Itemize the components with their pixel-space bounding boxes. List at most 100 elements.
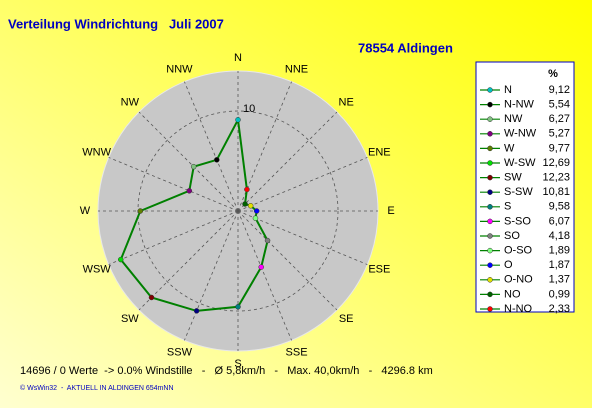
axis-label: SSE [286, 346, 308, 358]
axis-label: ESE [368, 263, 390, 275]
legend-label: W [504, 142, 515, 154]
spoke [237, 210, 368, 265]
legend-marker [487, 233, 493, 239]
spoke [108, 210, 239, 265]
data-point [193, 308, 200, 314]
data-point [258, 264, 264, 270]
data-point [244, 186, 250, 193]
legend-label: N-NO [504, 303, 533, 315]
legend-value: 5,27 [549, 128, 570, 140]
credit: © WsWin32 - AKTUELL IN ALDINGEN 654mNN [20, 384, 174, 392]
data-point [247, 203, 254, 209]
legend-title: % [548, 68, 558, 80]
legend-marker [487, 277, 493, 283]
legend-marker [487, 262, 493, 268]
legend-marker [487, 131, 493, 137]
legend-value: 9,58 [549, 201, 570, 213]
legend-marker [487, 291, 493, 298]
legend-label: N-NW [504, 99, 535, 111]
axis-label: E [387, 205, 394, 217]
spoke [184, 210, 239, 341]
legend-value: 4,18 [549, 230, 570, 242]
legend-marker [487, 204, 493, 210]
spoke [237, 157, 368, 212]
data-point [214, 157, 220, 163]
axis-label: NNE [285, 64, 308, 76]
data-point [186, 188, 193, 194]
legend-marker [487, 174, 493, 181]
axis-label: NE [339, 97, 354, 109]
legend-value: 5,54 [549, 99, 570, 111]
legend-marker [487, 160, 493, 166]
legend-marker [487, 145, 493, 152]
legend-value: 1,89 [549, 245, 570, 257]
data-point [235, 304, 241, 310]
legend-marker [487, 116, 493, 122]
legend-label: SW [504, 172, 522, 184]
legend-marker [487, 306, 493, 312]
spoke [138, 210, 239, 311]
legend-value: 9,12 [549, 84, 570, 96]
legend-value: 12,69 [542, 157, 570, 169]
axis-label: ENE [368, 146, 391, 158]
axis-label: W [80, 205, 91, 217]
legend-value: 12,23 [542, 172, 570, 184]
r-tick-label: 10 [243, 103, 255, 115]
axis-label: NW [121, 97, 140, 109]
spoke [184, 81, 239, 212]
axis-label: N [234, 52, 242, 64]
legend-label: S-SO [504, 215, 531, 227]
data-point [252, 215, 259, 221]
data-point [190, 163, 197, 170]
data-point [264, 237, 271, 244]
spoke [237, 210, 338, 311]
legend-label: O-SO [504, 245, 533, 257]
axis-label: SSW [167, 346, 193, 358]
data-point [235, 117, 241, 123]
axis-label: WNW [82, 146, 111, 158]
legend-label: S-SW [504, 186, 533, 198]
legend-marker [487, 87, 493, 93]
legend-label: S [504, 201, 511, 213]
data-point [137, 208, 144, 214]
legend-value: 2,33 [549, 303, 570, 315]
legend-value: 1,37 [549, 274, 570, 286]
axis-label: WSW [83, 263, 112, 275]
legend-value: 9,77 [549, 142, 570, 154]
spoke [237, 111, 338, 212]
legend-label: NW [504, 113, 523, 125]
data-point [242, 201, 248, 207]
legend-marker [487, 189, 493, 195]
legend-value: 0,99 [549, 288, 570, 300]
axis-label: SW [121, 313, 139, 325]
legend-marker [487, 247, 493, 254]
footer: 14696 / 0 Werte -> 0.0% Windstille - Ø 5… [20, 365, 433, 377]
legend-label: SO [504, 230, 520, 242]
data-point [118, 256, 124, 263]
axis-label: SE [339, 313, 354, 325]
axis-label: S [234, 358, 241, 370]
legend-value: 10,81 [542, 186, 570, 198]
legend-marker [487, 218, 493, 225]
spoke [108, 157, 239, 212]
spoke [237, 81, 292, 212]
legend-label: O [504, 259, 513, 271]
spoke [138, 111, 239, 212]
legend-value: 1,87 [549, 259, 570, 271]
legend-label: N [504, 84, 512, 96]
chart-title: Verteilung Windrichtung Juli 2007 [8, 16, 224, 31]
axis-label: NNW [166, 64, 193, 76]
legend-label: O-NO [504, 274, 533, 286]
legend-label: NO [504, 288, 521, 300]
legend-value: 6,07 [549, 215, 570, 227]
spoke [237, 210, 292, 341]
legend-label: W-SW [504, 157, 536, 169]
legend-label: W-NW [504, 128, 537, 140]
legend-marker [487, 101, 493, 108]
data-point [148, 294, 155, 301]
data-point [253, 208, 260, 214]
legend-value: 6,27 [549, 113, 570, 125]
chart-subtitle: 78554 Aldingen [358, 40, 453, 55]
